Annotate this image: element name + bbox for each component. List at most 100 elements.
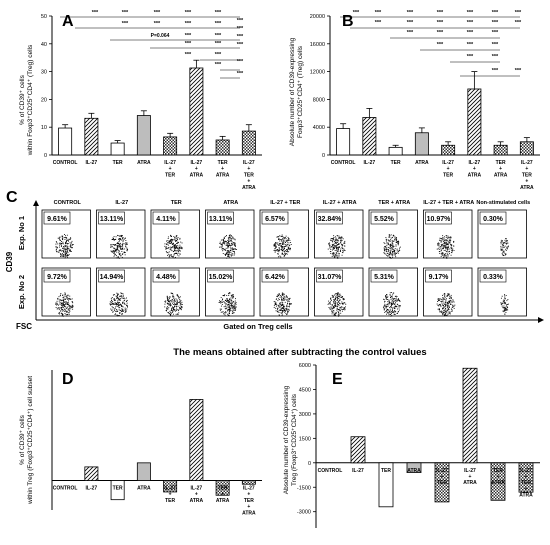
event-dot — [344, 242, 346, 244]
event-dot — [172, 246, 173, 248]
event-dot — [171, 309, 173, 311]
event-dot — [391, 302, 393, 304]
event-dot — [449, 307, 450, 308]
event-dot — [112, 307, 114, 309]
event-dot — [71, 298, 73, 300]
category-label: ATRA — [137, 486, 151, 492]
event-dot — [449, 253, 451, 255]
event-dot — [385, 297, 387, 299]
event-dot — [284, 251, 286, 253]
event-dot — [65, 253, 67, 255]
event-dot — [390, 243, 392, 245]
category-label: + — [169, 492, 172, 498]
event-dot — [122, 242, 124, 244]
event-dot — [126, 304, 128, 306]
event-dot — [66, 303, 68, 305]
event-dot — [62, 313, 64, 315]
event-dot — [449, 236, 451, 238]
event-dot — [124, 309, 126, 311]
event-dot — [59, 236, 61, 238]
category-label: IL-27 — [364, 160, 376, 166]
event-dot — [442, 294, 443, 296]
event-dot — [64, 250, 66, 252]
panel-label-c: C — [6, 189, 18, 206]
event-dot — [284, 237, 286, 239]
event-dot — [229, 249, 231, 251]
event-dot — [64, 239, 66, 241]
event-dot — [334, 255, 336, 257]
event-dot — [69, 249, 71, 251]
event-dot — [64, 292, 66, 294]
event-dot — [274, 304, 276, 305]
event-dot — [173, 239, 175, 241]
event-dot — [449, 238, 451, 240]
event-dot — [115, 244, 116, 246]
event-dot — [63, 248, 65, 250]
event-dot — [231, 297, 233, 299]
event-dot — [392, 303, 394, 305]
event-dot — [387, 299, 389, 300]
event-dot — [283, 240, 285, 242]
event-dot — [228, 241, 230, 243]
event-dot — [120, 309, 122, 311]
event-dot — [177, 245, 179, 247]
event-dot — [117, 248, 119, 250]
event-dot — [448, 305, 450, 307]
event-dot — [504, 313, 506, 315]
event-dot — [441, 252, 443, 254]
event-dot — [338, 300, 340, 302]
event-dot — [277, 294, 279, 296]
event-dot — [62, 294, 63, 296]
event-dot — [287, 302, 288, 304]
event-dot — [501, 295, 503, 297]
event-dot — [274, 243, 276, 245]
event-dot — [166, 308, 168, 310]
event-dot — [168, 298, 170, 300]
event-dot — [287, 241, 288, 243]
category-label: TER — [437, 480, 447, 486]
event-dot — [225, 254, 226, 256]
event-dot — [289, 239, 291, 241]
gate-percentage: 5.52% — [374, 216, 395, 223]
event-dot — [394, 252, 396, 254]
event-dot — [180, 302, 182, 304]
event-dot — [178, 297, 180, 299]
gate-percentage: 15.02% — [209, 274, 234, 281]
event-dot — [66, 302, 68, 304]
event-dot — [390, 311, 392, 313]
event-dot — [284, 253, 286, 255]
event-dot — [234, 306, 236, 307]
bar — [163, 480, 178, 493]
event-dot — [233, 308, 235, 309]
event-dot — [392, 248, 394, 250]
event-dot — [232, 312, 234, 314]
event-dot — [58, 309, 60, 311]
event-dot — [180, 247, 182, 249]
event-dot — [117, 243, 119, 245]
event-dot — [451, 247, 453, 249]
event-dot — [388, 240, 390, 242]
event-dot — [332, 241, 334, 243]
event-dot — [500, 239, 502, 241]
event-dot — [337, 298, 339, 300]
event-dot — [438, 309, 440, 311]
event-dot — [387, 250, 389, 252]
bar — [441, 144, 456, 156]
event-dot — [275, 249, 277, 251]
event-dot — [165, 247, 167, 249]
event-dot — [167, 297, 169, 299]
event-dot — [276, 310, 278, 312]
event-dot — [390, 296, 392, 297]
event-dot — [165, 246, 167, 248]
gate-percentage: 6.57% — [265, 216, 286, 223]
event-dot — [440, 241, 442, 243]
event-dot — [441, 244, 443, 246]
event-dot — [445, 303, 447, 305]
event-dot — [181, 247, 183, 249]
event-dot — [62, 239, 64, 241]
event-dot — [64, 251, 66, 253]
event-dot — [388, 252, 390, 254]
event-dot — [220, 297, 222, 299]
event-dot — [394, 239, 396, 241]
significance-label: *** — [467, 20, 474, 26]
